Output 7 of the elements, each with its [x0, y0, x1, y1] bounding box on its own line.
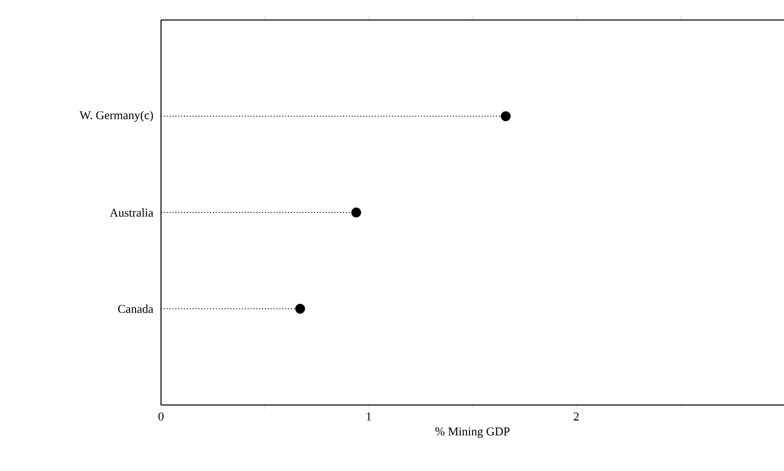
x-axis-title: % Mining GDP [435, 427, 510, 438]
x-tick-label: 1 [366, 412, 371, 420]
x-tick-label: 2 [574, 412, 579, 420]
y-tick-label: W. Germany(c) [80, 110, 153, 122]
y-tick-label: Canada [118, 304, 154, 313]
x-tick-label: 0 [158, 412, 164, 421]
y-tick-label: Australia [110, 208, 154, 217]
